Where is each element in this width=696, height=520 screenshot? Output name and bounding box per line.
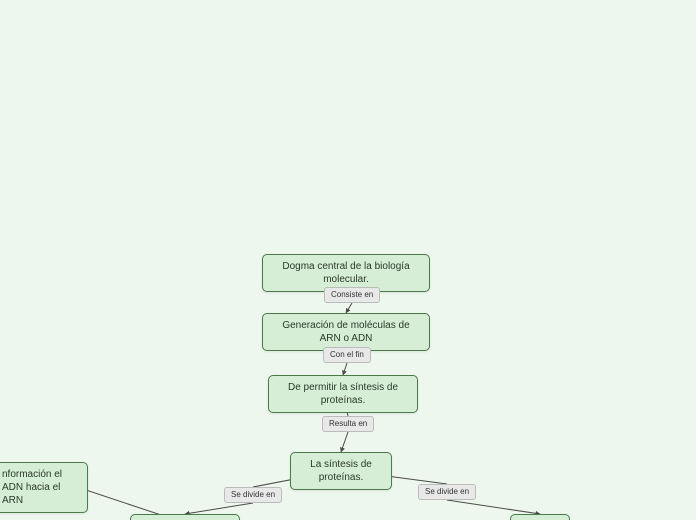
node-bottom-right-partial [510, 514, 570, 520]
node-bottom-left-partial [130, 514, 240, 520]
node-generacion: Generación de moléculas de ARN o ADN [262, 313, 430, 351]
edge-label-divide-right: Se divide en [418, 484, 476, 500]
edge-label-consiste: Consiste en [324, 287, 380, 303]
edge-label-con-el-fin: Con el fin [323, 347, 371, 363]
node-sintesis: La síntesis de proteínas. [290, 452, 392, 490]
node-permitir: De permitir la síntesis de proteínas. [268, 375, 418, 413]
edge-label-resulta: Resulta en [322, 416, 374, 432]
edge-label-divide-left: Se divide en [224, 487, 282, 503]
node-informacion-partial: nformación el ADN hacia el ARN [0, 462, 88, 513]
